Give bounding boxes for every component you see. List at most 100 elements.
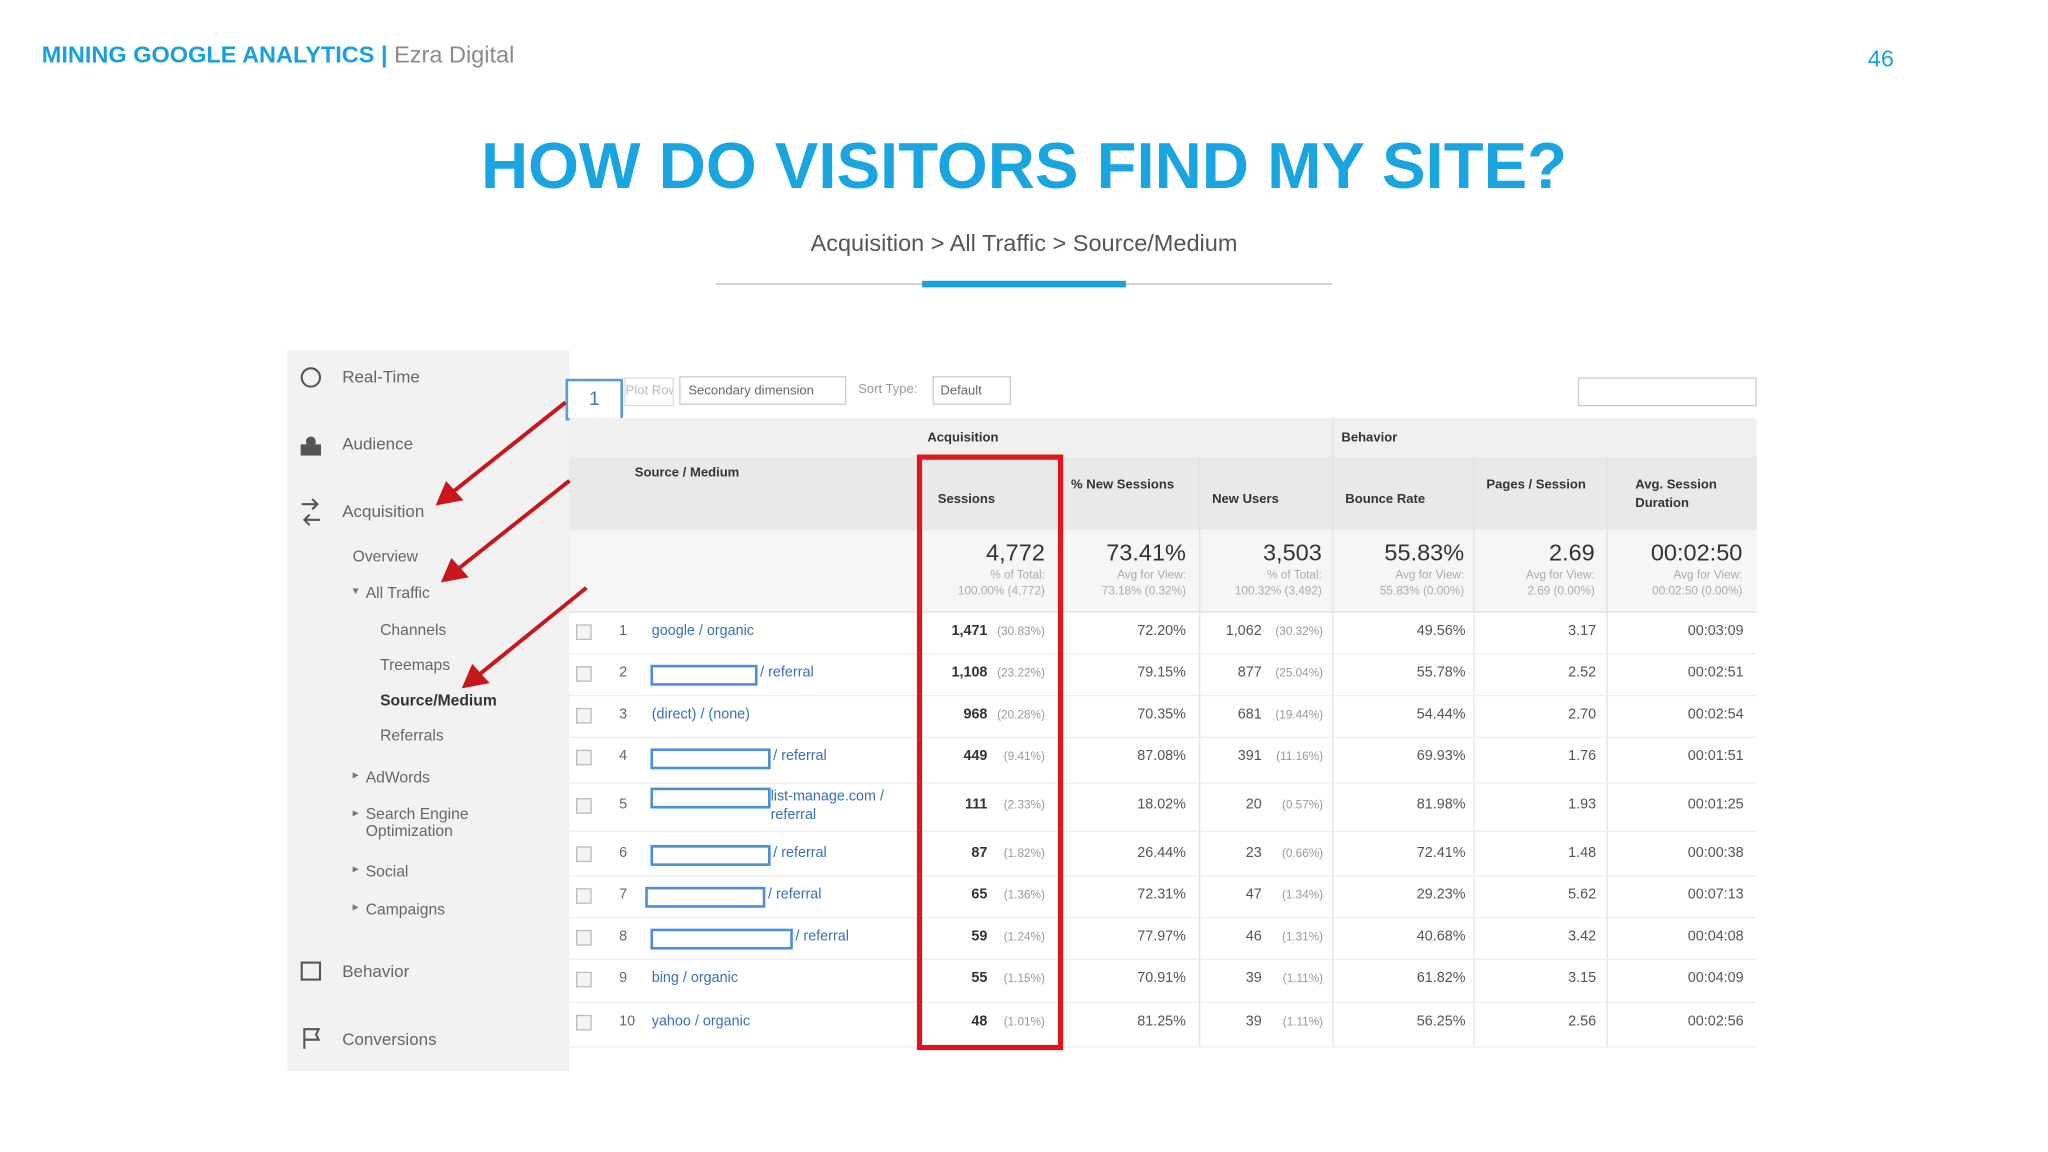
rank: 3 <box>619 706 628 723</box>
bounce-rate: 72.41% <box>1416 845 1466 861</box>
sessions-share: (1.36%) <box>1003 888 1045 902</box>
bullet: ▾ <box>352 583 359 597</box>
column-header: Pages / Session <box>1486 478 1586 493</box>
new-users-share: (30.32%) <box>1275 624 1324 638</box>
new-users: 39 <box>1245 970 1262 987</box>
redaction <box>650 664 758 686</box>
sessions: 87 <box>971 845 988 861</box>
sessions-share: (1.15%) <box>1003 971 1045 985</box>
new-users: 391 <box>1237 748 1262 765</box>
total-detail: 55.83% (0.00%) <box>1379 583 1465 597</box>
total-detail: 00:02:50 (0.00%) <box>1652 583 1743 597</box>
column-header: % New Sessions <box>1071 478 1175 493</box>
new-users: 39 <box>1245 1013 1262 1030</box>
total-note: Avg for View: <box>1117 568 1186 582</box>
new-users-share: (1.31%) <box>1281 929 1324 944</box>
arrows <box>435 400 588 689</box>
sessions-share: (23.22%) <box>997 666 1045 680</box>
pages-per-session: 2.52 <box>1568 664 1597 681</box>
sessions-share: (20.28%) <box>997 707 1045 721</box>
sidebar <box>287 350 570 1072</box>
new-users-share: (1.11%) <box>1282 1014 1324 1028</box>
source: google / organic <box>651 623 754 639</box>
sessions-share: (1.01%) <box>1003 1014 1045 1028</box>
column-divider <box>1606 457 1608 1048</box>
source: yahoo / organic <box>651 1013 750 1030</box>
bounce-rate: 49.56% <box>1416 623 1466 639</box>
total-detail: 100.00% (4,772) <box>957 583 1045 597</box>
new-sessions: 77.97% <box>1137 928 1186 945</box>
sessions: 59 <box>971 928 988 945</box>
search-box <box>1577 377 1757 407</box>
checkbox[interactable] <box>575 707 592 724</box>
dropdown[interactable]: Secondary dimension <box>679 376 847 405</box>
new-users-share: (25.04%) <box>1275 666 1324 680</box>
new-sessions: 70.35% <box>1137 706 1186 723</box>
total-value: 00:02:50 <box>1650 539 1743 566</box>
sidebar-item: Behavior <box>342 961 410 981</box>
checkbox[interactable] <box>575 798 592 814</box>
duration: 00:04:08 <box>1687 928 1744 945</box>
checkbox[interactable] <box>575 1014 592 1031</box>
pages-per-session: 5.62 <box>1568 886 1597 903</box>
sidebar-item: Treemaps <box>380 655 451 674</box>
sidebar-item: Social <box>365 862 409 881</box>
bounce-rate: 40.68% <box>1416 928 1466 945</box>
sessions-share: (1.82%) <box>1003 846 1045 860</box>
checkbox[interactable] <box>575 624 592 640</box>
title: HOW DO VISITORS FIND MY SITE? <box>480 129 1568 203</box>
checkbox[interactable] <box>575 846 592 863</box>
new-users-share: (11.16%) <box>1276 749 1324 763</box>
toolbar-button: Plot Rows <box>624 377 674 407</box>
subtitle: Acquisition > All Traffic > Source/Mediu… <box>810 229 1238 256</box>
duration: 00:02:54 <box>1687 706 1744 723</box>
new-users: 20 <box>1245 796 1262 813</box>
column-header: Sessions <box>937 492 996 507</box>
sessions: 55 <box>971 970 988 987</box>
new-users-share: (19.44%) <box>1275 707 1324 721</box>
sessions: 65 <box>971 886 988 903</box>
arrow <box>475 586 588 679</box>
source: / referral <box>773 748 827 765</box>
arrow-head <box>435 480 464 506</box>
total-note: Avg for View: <box>1525 568 1595 582</box>
company: Ezra Digital <box>394 41 515 68</box>
sessions: 111 <box>965 796 988 813</box>
checkbox[interactable] <box>575 888 592 904</box>
sidebar-item: Acquisition <box>342 501 425 522</box>
arrow <box>449 400 567 496</box>
sidebar-item: Campaigns <box>365 899 445 919</box>
redaction <box>650 787 771 809</box>
checkbox[interactable] <box>575 666 592 682</box>
duration: 00:01:51 <box>1687 748 1744 765</box>
row-divider <box>569 694 1757 697</box>
redaction <box>650 748 771 770</box>
total-value: 3,503 <box>1262 539 1322 566</box>
column-divider <box>1332 457 1334 1048</box>
pages-per-session: 2.70 <box>1568 706 1597 723</box>
new-users: 681 <box>1237 706 1262 723</box>
group-header: Acquisition <box>927 431 999 446</box>
icon <box>300 367 322 388</box>
rank: 2 <box>619 664 628 681</box>
source: / referral <box>767 886 822 903</box>
pages-per-session: 1.48 <box>1568 845 1597 861</box>
dropdown[interactable]: Default <box>932 376 1011 405</box>
total-detail: 2.69 (0.00%) <box>1527 583 1595 597</box>
row-divider <box>569 653 1757 655</box>
total-value: 55.83% <box>1384 539 1465 566</box>
sessions-share: (9.41%) <box>1003 749 1045 763</box>
sidebar-item: Search Engine Optimization <box>365 804 469 840</box>
icon <box>300 444 322 456</box>
total-note: % of Total: <box>1267 568 1322 582</box>
checkbox[interactable] <box>575 971 592 988</box>
checkbox[interactable] <box>575 929 592 946</box>
redaction <box>645 886 766 908</box>
duration: 00:04:09 <box>1687 970 1744 987</box>
checkbox[interactable] <box>575 749 592 766</box>
page-number: 46 <box>1867 45 1894 72</box>
sidebar-item: Overview <box>352 547 418 566</box>
bullet: ▸ <box>352 767 359 782</box>
bounce-rate: 61.82% <box>1416 970 1466 987</box>
